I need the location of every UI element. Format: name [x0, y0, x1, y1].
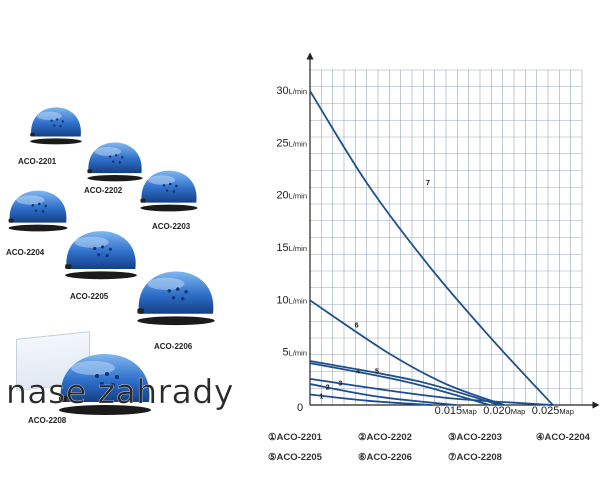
legend-item-aco-2201: ①ACO-2201	[268, 432, 322, 443]
series-line-aco-2208	[309, 90, 554, 406]
pump-image-aco-2204	[6, 188, 70, 237]
series-marker-aco-2203: 3	[338, 380, 342, 387]
pump-image-aco-2203	[138, 168, 200, 217]
series-marker-aco-2206: 6	[355, 323, 359, 330]
y-tick-label: 10L/min	[276, 294, 307, 306]
pump-label-aco-2208: ACO-2208	[28, 416, 67, 425]
pump-label-aco-2201: ACO-2201	[18, 157, 57, 166]
series-line-aco-2204	[309, 362, 490, 406]
legend-item-aco-2208: ⑦ACO-2208	[448, 452, 502, 463]
y-tick-label: 25L/min	[276, 137, 307, 149]
series-line-aco-2205	[309, 360, 500, 406]
series-marker-aco-2204: 4	[356, 368, 360, 375]
pump-image-aco-2208	[55, 350, 155, 421]
y-tick-label: 5L/min	[283, 347, 307, 359]
series-line-aco-2206	[309, 299, 505, 406]
pump-label-aco-2205: ACO-2205	[70, 292, 109, 301]
legend-item-aco-2203: ③ACO-2203	[448, 432, 502, 443]
chart-svg: 12 3 4 5 6 7 5L/min 10L/min 15L/min 20L/min 25L/m…	[276, 52, 600, 417]
x-tick-label: 0.025Map	[532, 405, 574, 417]
legend-item-aco-2206: ⑥ACO-2206	[358, 452, 412, 463]
pump-label-aco-2202: ACO-2202	[84, 186, 123, 195]
x-origin-label: 0	[297, 402, 303, 414]
y-tick-label: 15L/min	[276, 242, 307, 254]
series-marker-aco-2201: 1	[319, 393, 323, 400]
series-marker-aco-2205: 5	[375, 369, 379, 376]
legend-item-aco-2202: ②ACO-2202	[358, 432, 412, 443]
y-tick-label: 20L/min	[276, 190, 307, 202]
x-tick-label: 0.015Map	[435, 405, 477, 417]
pump-label-aco-2206: ACO-2206	[154, 342, 193, 351]
series-line-aco-2202	[309, 383, 456, 406]
series-line-aco-2203	[309, 377, 553, 406]
chart-grid	[309, 69, 583, 406]
chart-ticks: 5L/min 10L/min 15L/min 20L/min 25L/min 30L/mi…	[276, 85, 574, 417]
pump-label-aco-2204: ACO-2204	[6, 248, 45, 257]
chart-axes	[306, 52, 600, 409]
y-tick-label: 30L/min	[276, 85, 307, 97]
watermark: nase zahrady	[6, 372, 234, 411]
series-marker-aco-2208: 7	[426, 180, 430, 187]
product-gallery: ACO-2201 ACO-2202 ACO-2203 ACO-2204 ACO-2205…	[0, 0, 265, 485]
pump-image-aco-2201	[28, 105, 84, 150]
x-tick-label: 0.020Map	[483, 405, 525, 417]
series-line-aco-2201	[309, 393, 432, 406]
pump-image-aco-2205	[62, 228, 140, 285]
pump-image-aco-2202	[85, 140, 145, 187]
legend-item-aco-2205: ⑤ACO-2205	[268, 452, 322, 463]
series-marker-aco-2202: 2	[326, 385, 330, 392]
pump-image-aco-2206	[134, 268, 218, 331]
chart-series: 12 3 4 5 6 7	[309, 90, 554, 406]
legend-item-aco-2204: ④ACO-2204	[536, 432, 590, 443]
pump-label-aco-2203: ACO-2203	[152, 222, 191, 231]
